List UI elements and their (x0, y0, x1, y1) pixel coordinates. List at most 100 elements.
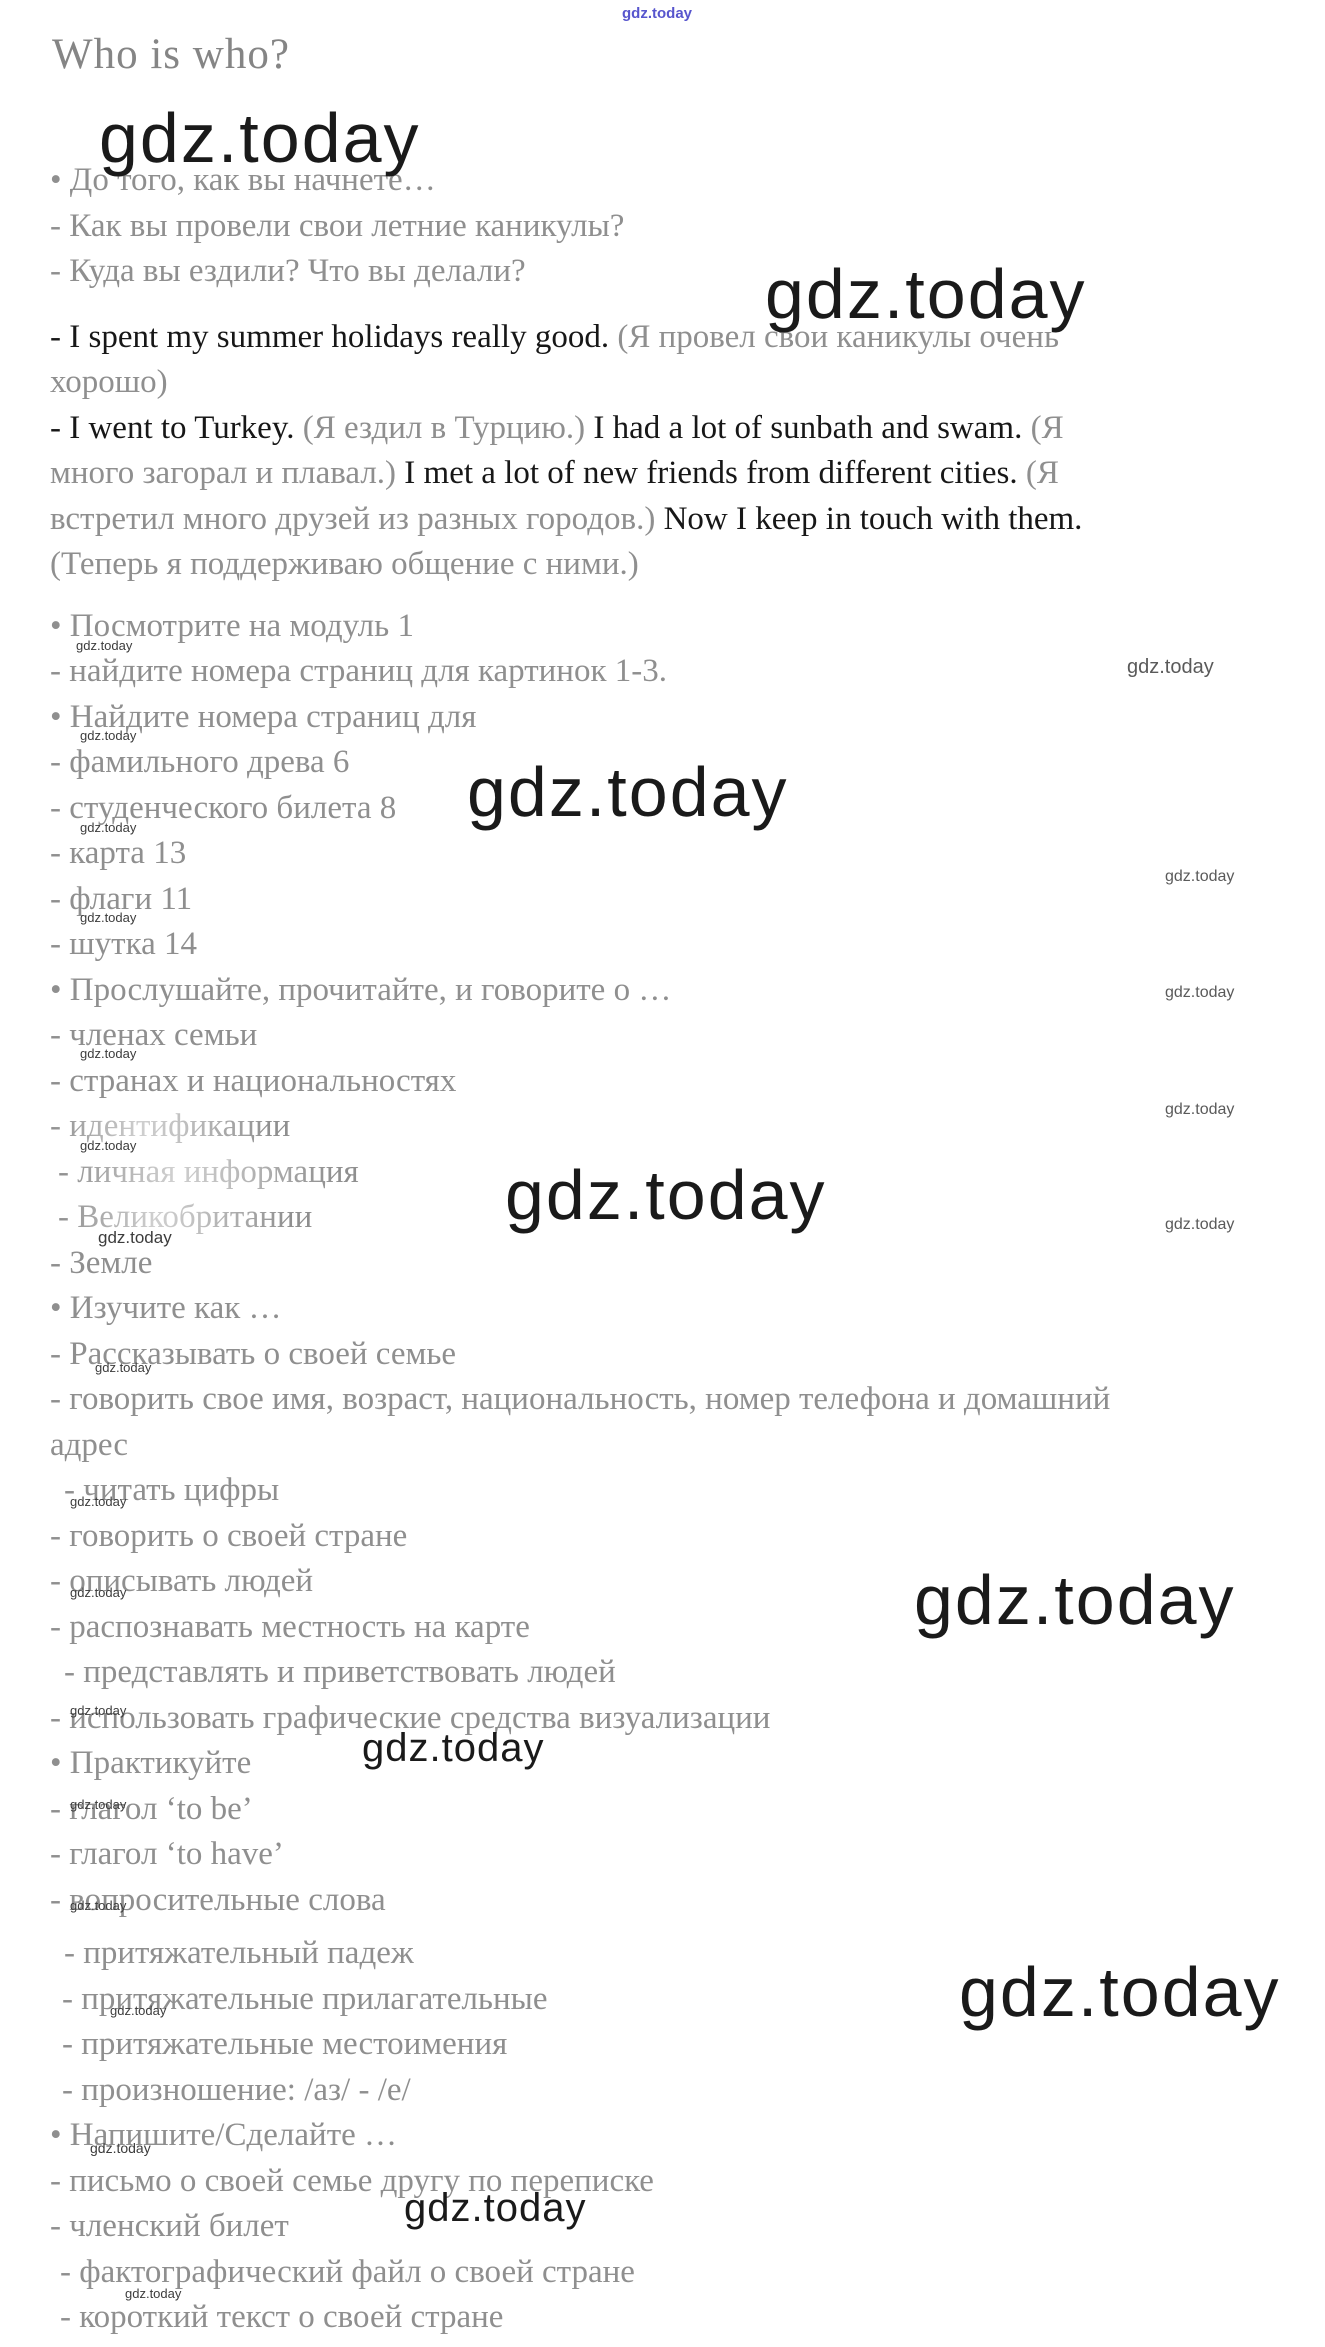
russian-text: - вопросительные слова (50, 1881, 386, 1918)
watermark-big: gdz.today (914, 1561, 1236, 1639)
russian-text: - притяжательный падеж (64, 1935, 414, 1971)
watermark-tiny: gdz.today (70, 1898, 127, 1913)
content: • До того, как вы начнете… - Как вы прове… (50, 158, 1312, 2341)
text-line: - студенческого билета 8 (50, 786, 1312, 832)
russian-text: - флаги 11 (50, 880, 193, 917)
russian-text: (Теперь я поддерживаю общение с ними.) (50, 546, 639, 582)
russian-text: - личная информация (58, 1153, 359, 1190)
russian-text: - Куда вы ездили? Что вы делали? (50, 253, 526, 289)
russian-text: - Рассказывать о своей семье (50, 1335, 457, 1372)
text-line: хорошо) (50, 360, 1312, 406)
russian-text: • Посмотрите на модуль 1 (50, 607, 414, 644)
watermark-blue: gdz.today (622, 5, 692, 22)
russian-text: - студенческого билета 8 (50, 789, 397, 826)
russian-text: - распознавать местность на карте (50, 1608, 530, 1645)
russian-text: - притяжательные местоимения (62, 2026, 508, 2062)
russian-text: - карта 13 (50, 835, 187, 871)
russian-text: - Великобритании (58, 1199, 313, 1235)
text-line: - говорить свое имя, возраст, национальн… (50, 1377, 1312, 1423)
watermark-tiny: gdz.today (80, 1138, 137, 1153)
watermark-big: gdz.today (959, 1953, 1281, 2031)
russian-text: • Найдите номера страниц для (50, 698, 477, 735)
text-line: - представлять и приветствовать людей (50, 1650, 1312, 1696)
english-text: I had a lot of sunbath and swam. (593, 409, 1031, 446)
watermark-small: gdz.today (1165, 1216, 1235, 1233)
text-line: - письмо о своей семье другу по переписк… (50, 2159, 1312, 2205)
russian-text: - глагол ‘to be’ (50, 1790, 253, 1827)
watermark-small: gdz.today (1165, 1101, 1235, 1118)
text-line: - странах и национальностях (50, 1059, 1312, 1105)
text-line: - описывать людей (50, 1559, 1312, 1605)
text-line: - Как вы провели свои летние каникулы? (50, 204, 1312, 250)
english-text: Now I keep in touch with them. (663, 500, 1083, 537)
text-line: - использовать графические средства визу… (50, 1696, 1312, 1742)
russian-text: - Земле (50, 1244, 153, 1281)
watermark-tiny: gdz.today (95, 1360, 152, 1375)
text-line: - Рассказывать о своей семье (50, 1332, 1312, 1378)
text-line: встретил много друзей из разных городов.… (50, 497, 1312, 543)
russian-text: - фамильного древа 6 (50, 744, 350, 780)
english-text: - I spent my summer holidays really good… (50, 318, 618, 355)
text-line: • До того, как вы начнете… (50, 158, 1312, 204)
page-title: Who is who? (52, 31, 290, 78)
russian-text: адрес (50, 1426, 129, 1463)
russian-text: (Я (1025, 455, 1059, 491)
watermark-medium: gdz.today (362, 1726, 545, 1770)
text-line: - карта 13 (50, 831, 1312, 877)
text-line: адрес (50, 1423, 1312, 1469)
watermark-big: gdz.today (99, 99, 421, 177)
watermark-small: gdz.today (1165, 984, 1235, 1001)
text-line: - фамильного древа 6 (50, 740, 1312, 786)
russian-text: (Я ездил в Турцию.) (302, 409, 594, 446)
watermark-tiny: gdz.today (80, 820, 137, 835)
russian-text: - фактографический файл о своей стране (60, 2253, 635, 2290)
russian-text: • Практикуйте (50, 1745, 252, 1781)
text-line: много загорал и плавал.) I met a lot of … (50, 451, 1312, 497)
text-line: - идентификации (50, 1104, 1312, 1150)
text-line: - притяжательные местоимения (50, 2022, 1312, 2068)
russian-text: - членский билет (50, 2208, 289, 2244)
text-line: - вопросительные слова (50, 1878, 1312, 1924)
russian-text: - странах и национальностях (50, 1062, 457, 1099)
text-line: • Практикуйте (50, 1741, 1312, 1787)
russian-text: - представлять и приветствовать людей (64, 1654, 616, 1690)
watermark-tiny: gdz.today (90, 2140, 151, 2156)
russian-text: - шутка 14 (50, 926, 198, 962)
text-line: - короткий текст о своей стране (50, 2295, 1312, 2341)
text-line: - членский билет (50, 2204, 1312, 2250)
text-line: - читать цифры (50, 1468, 1312, 1514)
text-line: - говорить о своей стране (50, 1514, 1312, 1560)
english-text: - I went to Turkey. (50, 409, 303, 446)
text-line: (Теперь я поддерживаю общение с ними.) (50, 542, 1312, 588)
watermark-tiny: gdz.today (70, 1703, 127, 1718)
text-line: • Изучите как … (50, 1286, 1312, 1332)
watermark-big: gdz.today (505, 1156, 827, 1234)
russian-text: - Как вы провели свои летние каникулы? (50, 207, 625, 244)
watermark-small: gdz.today (1165, 868, 1235, 885)
russian-text: - произношение: /аз/ - /е/ (62, 2071, 411, 2108)
text-line: - найдите номера страниц для картинок 1-… (50, 649, 1312, 695)
text-line: - фактографический файл о своей стране (50, 2250, 1312, 2296)
russian-text: хорошо) (50, 364, 168, 400)
text-line: • Напишите/Сделайте … (50, 2113, 1312, 2159)
russian-text: - использовать графические средства визу… (50, 1699, 771, 1736)
watermark-tiny: gdz.today (110, 2003, 167, 2018)
russian-text: - говорить о своей стране (50, 1517, 408, 1554)
watermark-big: gdz.today (467, 753, 789, 831)
watermark-tiny: gdz.today (70, 1797, 127, 1812)
russian-text: - глагол ‘to have’ (50, 1836, 284, 1872)
text-line: - Земле (50, 1241, 1312, 1287)
russian-text: • До того, как вы начнете… (50, 162, 436, 198)
text-line: - I went to Turkey. (Я ездил в Турцию.) … (50, 406, 1312, 452)
text-line: - распознавать местность на карте (50, 1605, 1312, 1651)
watermark-tiny: gdz.today (98, 1228, 172, 1247)
watermark-tiny: gdz.today (70, 1585, 127, 1600)
russian-text: - найдите номера страниц для картинок 1-… (50, 653, 667, 689)
text-line: • Прослушайте, прочитайте, и говорите о … (50, 968, 1312, 1014)
russian-text: - притяжательные прилагательные (62, 1980, 548, 2017)
russian-text: - членах семьи (50, 1017, 258, 1053)
russian-text: - идентификации (50, 1108, 291, 1144)
text-line: - членах семьи (50, 1013, 1312, 1059)
english-text: I met a lot of new friends from differen… (404, 455, 1026, 491)
